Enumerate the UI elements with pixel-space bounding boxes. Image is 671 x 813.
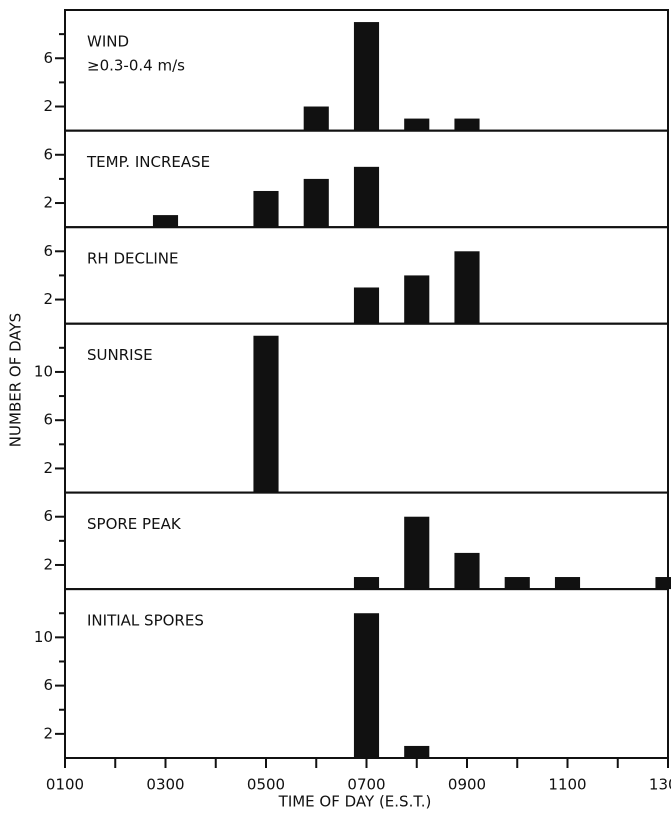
bar	[454, 552, 480, 590]
y-tick-label: 2	[43, 555, 53, 573]
bar	[404, 745, 430, 758]
x-tick-label: 0100	[46, 776, 84, 794]
bar	[353, 166, 380, 228]
y-tick-label: 10	[34, 628, 53, 646]
panel-frame	[64, 491, 669, 591]
x-axis-label: TIME OF DAY (E.S.T.)	[278, 793, 432, 811]
bar	[303, 106, 329, 131]
panel-title: INITIAL SPORES	[87, 612, 204, 630]
y-axis-label: NUMBER OF DAYS	[7, 313, 25, 447]
x-tick-label: 1100	[548, 776, 586, 794]
bar	[404, 275, 430, 324]
x-tick-label: 0300	[146, 776, 184, 794]
bar	[253, 335, 279, 493]
y-tick-label: 6	[43, 507, 53, 525]
bar	[554, 577, 581, 590]
x-tick-label: 0900	[448, 776, 486, 794]
panel-title: RH DECLINE	[87, 250, 178, 268]
bar	[454, 251, 480, 324]
y-tick-label: 6	[43, 242, 53, 260]
y-tick-label: 10	[34, 362, 53, 380]
bar	[404, 118, 430, 131]
bar	[253, 190, 279, 228]
panel-subtitle: ≥0.3-0.4 m/s	[87, 57, 185, 75]
y-tick-label: 2	[43, 290, 53, 308]
bar	[655, 577, 671, 590]
y-tick-label: 6	[43, 145, 53, 163]
bar	[454, 118, 480, 131]
bar	[504, 577, 530, 590]
y-tick-label: 6	[43, 49, 53, 67]
bar	[353, 287, 380, 324]
bar	[353, 577, 380, 590]
bar	[404, 516, 430, 590]
y-tick-label: 6	[43, 411, 53, 429]
bar	[152, 215, 179, 228]
bar	[303, 178, 329, 228]
panel-frame	[64, 322, 669, 494]
panel-title: SPORE PEAK	[87, 515, 182, 533]
panel-title: WIND	[87, 33, 129, 51]
x-tick-label: 1300	[649, 776, 671, 794]
x-tick-label: 0700	[347, 776, 385, 794]
y-tick-label: 2	[43, 97, 53, 115]
y-tick-label: 2	[43, 724, 53, 742]
panel-title: SUNRISE	[87, 346, 153, 364]
y-tick-label: 2	[43, 459, 53, 477]
bar	[353, 22, 380, 131]
y-tick-label: 6	[43, 676, 53, 694]
bar	[353, 613, 380, 758]
panel-title: TEMP. INCREASE	[86, 153, 210, 171]
y-tick-label: 2	[43, 194, 53, 212]
x-tick-label: 0500	[247, 776, 285, 794]
